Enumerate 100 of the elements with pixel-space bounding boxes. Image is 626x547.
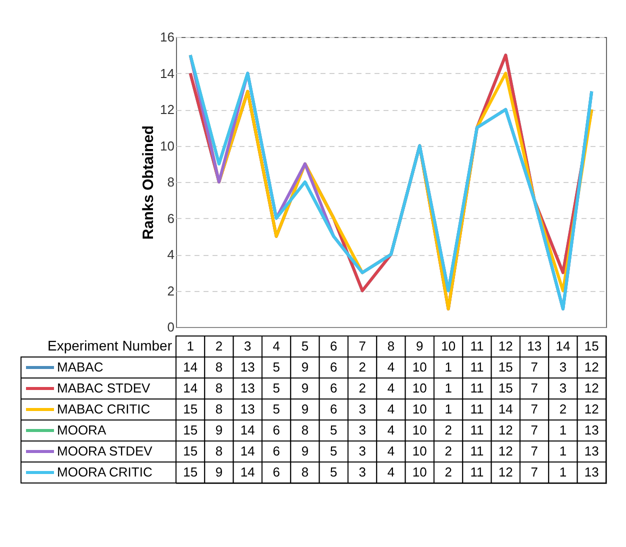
data-label: 2 <box>444 464 452 480</box>
data-label: 13 <box>584 444 599 458</box>
data-label: 13 <box>240 402 255 416</box>
data-label: 1 <box>444 402 452 416</box>
legend-label: MABAC <box>57 360 104 374</box>
x-tick-label: 9 <box>416 338 424 354</box>
data-label: 13 <box>240 360 255 374</box>
data-label: 8 <box>301 422 309 438</box>
data-label: 4 <box>387 380 395 396</box>
data-label: 15 <box>183 444 198 458</box>
x-tick-label: 14 <box>556 338 570 354</box>
data-label: 4 <box>387 422 395 438</box>
x-tick-label: 4 <box>272 338 280 354</box>
legend-label: MOORA CRITIC <box>57 464 152 480</box>
data-label: 4 <box>387 402 395 416</box>
data-label: 7 <box>530 464 538 480</box>
data-label: 9 <box>301 444 309 458</box>
data-label: 14 <box>240 464 255 480</box>
data-label: 15 <box>183 402 198 416</box>
data-label: 5 <box>330 464 338 480</box>
y-tick-label: 4 <box>167 247 174 262</box>
data-label: 3 <box>358 444 366 458</box>
data-label: 6 <box>272 464 280 480</box>
data-label: 3 <box>358 422 366 438</box>
data-label: 12 <box>498 444 513 458</box>
data-label: 4 <box>387 444 395 458</box>
data-label: 11 <box>470 360 484 374</box>
data-label: 9 <box>301 380 309 396</box>
x-tick-label: 8 <box>387 338 395 354</box>
data-label: 6 <box>272 422 280 438</box>
x-axis-title: Experiment Number <box>48 338 172 354</box>
y-axis-title: Ranks Obtained <box>140 125 158 240</box>
x-tick-label: 2 <box>215 338 223 354</box>
data-label: 9 <box>301 402 309 416</box>
data-label: 6 <box>330 402 338 416</box>
data-label: 1 <box>559 464 567 480</box>
legend-label: MABAC CRITIC <box>57 402 150 416</box>
y-tick-label: 14 <box>160 66 174 81</box>
data-label: 10 <box>412 380 427 396</box>
y-tick-label: 16 <box>160 30 174 44</box>
x-tick-label: 10 <box>441 338 456 354</box>
data-label: 7 <box>530 360 538 374</box>
data-label: 13 <box>584 464 599 480</box>
data-label: 5 <box>272 402 280 416</box>
legend-label: MOORA <box>57 422 106 438</box>
data-label: 12 <box>584 360 599 374</box>
data-label: 11 <box>470 422 484 438</box>
data-label: 15 <box>498 380 513 396</box>
data-label: 6 <box>330 360 338 374</box>
legend-label: MABAC STDEV <box>57 380 151 396</box>
data-label: 9 <box>215 464 223 480</box>
data-label: 7 <box>530 444 538 458</box>
data-label: 14 <box>183 360 198 374</box>
data-label: 2 <box>444 444 452 458</box>
data-label: 15 <box>183 422 198 438</box>
x-tick-label: 3 <box>244 338 252 354</box>
data-label: 14 <box>183 380 198 396</box>
data-label: 10 <box>412 444 427 458</box>
x-tick-label: 11 <box>470 338 484 354</box>
x-tick-label: 5 <box>301 338 309 354</box>
x-tick-label: 6 <box>330 338 338 354</box>
data-label: 4 <box>387 464 395 480</box>
x-tick-label: 15 <box>584 338 599 354</box>
data-label: 6 <box>330 380 338 396</box>
data-label: 2 <box>559 402 567 416</box>
data-label: 13 <box>584 422 599 438</box>
data-label: 7 <box>530 422 538 438</box>
y-tick-label: 10 <box>160 138 174 154</box>
data-label: 4 <box>387 360 395 374</box>
legend-label: MOORA STDEV <box>57 444 153 458</box>
x-tick-label: 12 <box>498 338 513 354</box>
data-label: 1 <box>444 360 452 374</box>
data-label: 1 <box>559 422 567 438</box>
data-label: 8 <box>215 360 223 374</box>
data-label: 3 <box>358 464 366 480</box>
data-label: 2 <box>444 422 452 438</box>
data-label: 14 <box>240 422 255 438</box>
data-label: 12 <box>498 464 513 480</box>
data-label: 13 <box>240 380 255 396</box>
data-label: 3 <box>358 402 366 416</box>
data-label: 8 <box>215 380 223 396</box>
data-label: 1 <box>559 444 567 458</box>
data-label: 3 <box>559 360 567 374</box>
y-tick-label: 6 <box>167 210 174 226</box>
data-label: 6 <box>272 444 280 458</box>
data-label: 7 <box>530 380 538 396</box>
data-label: 9 <box>301 360 309 374</box>
data-label: 14 <box>240 444 255 458</box>
data-label: 11 <box>470 380 484 396</box>
data-label: 11 <box>470 444 484 458</box>
data-label: 11 <box>470 464 484 480</box>
y-tick-label: 8 <box>167 174 174 190</box>
data-label: 5 <box>272 380 280 396</box>
data-label: 5 <box>272 360 280 374</box>
data-label: 10 <box>412 402 427 416</box>
x-tick-label: 13 <box>527 338 542 354</box>
data-label: 1 <box>444 380 452 396</box>
data-label: 15 <box>183 464 198 480</box>
data-label: 9 <box>215 422 223 438</box>
data-label: 7 <box>530 402 538 416</box>
